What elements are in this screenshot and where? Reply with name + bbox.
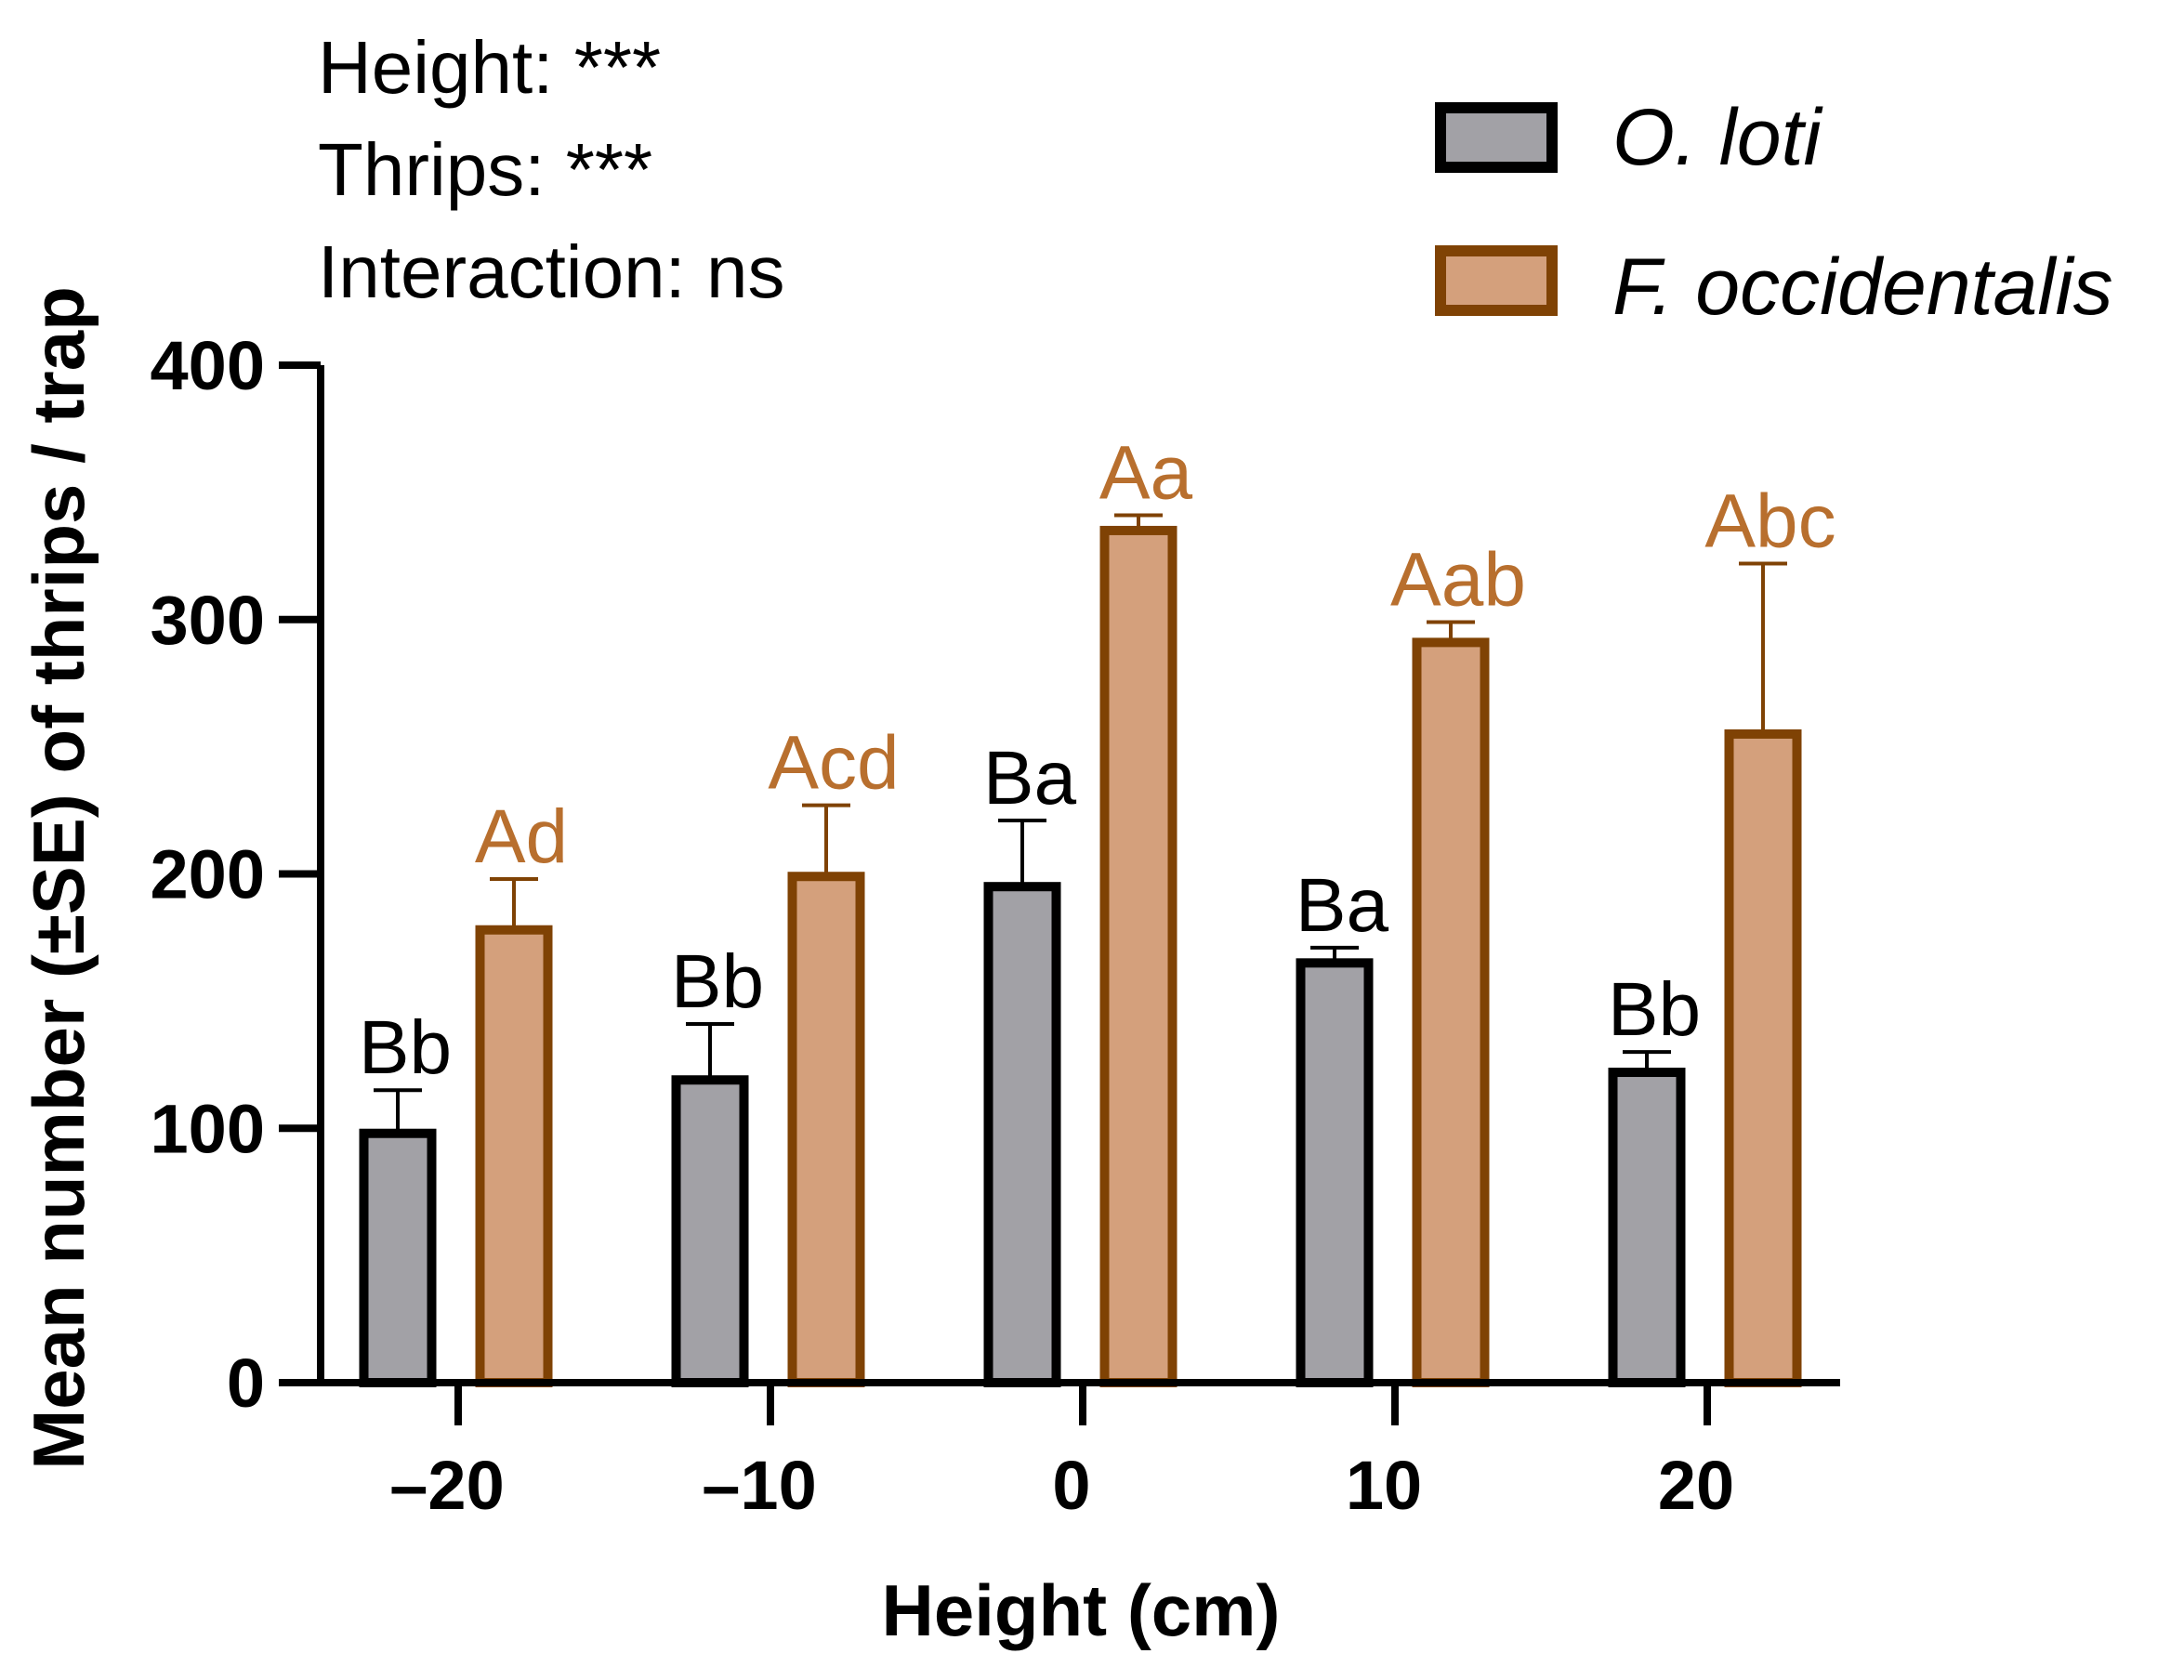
x-tick-label-3: 10	[1346, 1447, 1422, 1524]
y-axis-title: Mean number (±SE) of thrips / trap	[18, 286, 99, 1470]
bar-f-occidentalis-4	[1724, 728, 1802, 1387]
y-tick-label-4: 400	[151, 327, 265, 404]
bars-layer: Bb Bb Ba Ba Bb Ad Acd Aa Aab Abc	[359, 431, 1836, 1388]
legend-label-o-loti: O. loti	[1612, 93, 1824, 182]
bar-f-occidentalis-3	[1412, 637, 1490, 1387]
sig-letter-f-occidentalis-0: Ad	[475, 794, 568, 879]
bar-f-occidentalis-2	[1099, 525, 1178, 1387]
bar-o-loti-4	[1608, 1068, 1686, 1388]
legend: O. loti F. occidentalis	[1435, 93, 2113, 332]
sig-letter-o-loti-2: Ba	[983, 736, 1077, 820]
sig-letter-f-occidentalis-3: Aab	[1390, 537, 1526, 622]
bar-o-loti-3	[1296, 958, 1374, 1387]
legend-swatch-o-loti	[1435, 102, 1558, 173]
sig-letter-o-loti-0: Bb	[359, 1005, 452, 1090]
y-tick-label-1: 100	[151, 1090, 265, 1167]
sig-letter-f-occidentalis-4: Abc	[1704, 479, 1835, 564]
stats-height: Height: ***	[318, 26, 661, 109]
y-tick-label-0: 0	[227, 1345, 265, 1422]
legend-label-f-occidentalis: F. occidentalis	[1612, 243, 2113, 332]
stats-annotations: Height: *** Thrips: *** Interaction: ns	[318, 26, 785, 313]
bar-o-loti-0	[359, 1128, 437, 1387]
bar-f-occidentalis-1	[787, 872, 865, 1387]
x-tick-label-2: 0	[1052, 1447, 1090, 1524]
x-axis-title: Height (cm)	[882, 1569, 1281, 1651]
sig-letter-f-occidentalis-2: Aa	[1099, 431, 1193, 516]
y-tick-label-2: 200	[151, 836, 265, 913]
sig-letter-o-loti-4: Bb	[1608, 967, 1701, 1052]
x-tick-label-4: 20	[1658, 1447, 1734, 1524]
y-tick-label-3: 300	[151, 582, 265, 659]
bar-o-loti-1	[671, 1075, 749, 1388]
sig-letter-o-loti-1: Bb	[671, 939, 764, 1024]
axes-layer: 0 100 200 300 400 –20 –10 0 10 20	[151, 327, 1840, 1524]
bar-o-loti-2	[983, 882, 1061, 1387]
sig-letter-f-occidentalis-1: Acd	[768, 721, 899, 806]
x-tick-label-0: –20	[389, 1447, 504, 1524]
sig-letter-o-loti-3: Ba	[1296, 863, 1389, 948]
stats-thrips: Thrips: ***	[318, 128, 652, 211]
stats-interaction: Interaction: ns	[318, 230, 785, 313]
bar-f-occidentalis-0	[475, 925, 553, 1387]
x-tick-label-1: –10	[702, 1447, 816, 1524]
legend-swatch-f-occidentalis	[1435, 245, 1558, 316]
